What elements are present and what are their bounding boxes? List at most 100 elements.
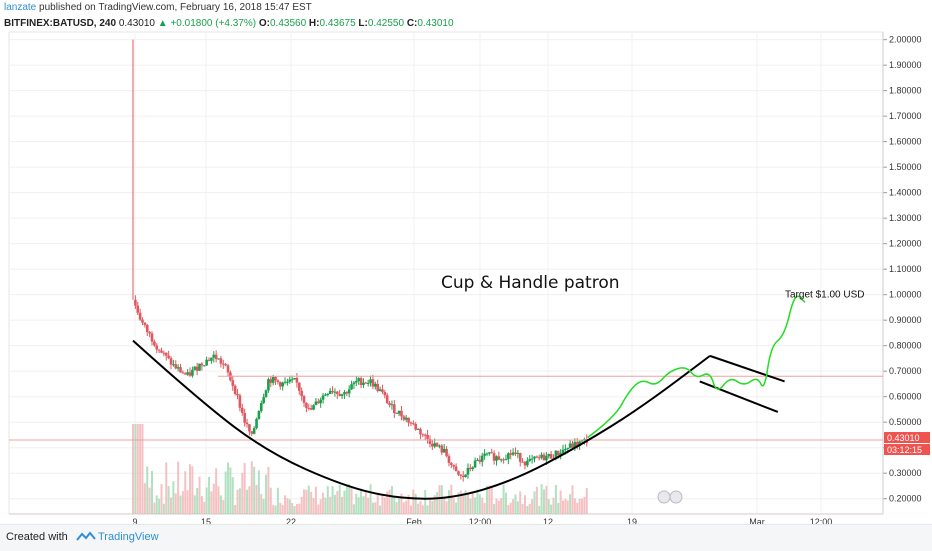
candle-body	[293, 377, 296, 380]
volume-bar	[431, 500, 434, 514]
price-chart[interactable]: 2.00000 1.90000 1.80000 1.70000 1.60000 1.500…	[0, 30, 932, 524]
candle-body	[340, 394, 344, 396]
volume-bar	[381, 494, 384, 514]
volume-bar	[566, 500, 569, 514]
candle-body	[378, 389, 382, 391]
candle-body	[564, 448, 567, 450]
volume-bar	[509, 502, 512, 514]
volume-bar	[478, 494, 481, 514]
volume-bar	[379, 505, 382, 514]
volume-bar	[326, 486, 329, 514]
tradingview-logo-icon[interactable]	[76, 531, 96, 543]
candle-body	[545, 456, 548, 461]
candle-body	[385, 395, 389, 404]
volume-bar	[222, 500, 225, 514]
candle-body	[497, 456, 501, 460]
volume-bar	[583, 496, 586, 514]
volume-bar	[512, 499, 515, 514]
volume-bar	[578, 498, 581, 514]
volume-bar	[550, 504, 553, 514]
volume-bar	[428, 499, 431, 514]
volume-bar	[324, 497, 327, 514]
symbol-ohlc-line: BITFINEX:BATUSD, 240 0.43010 ▲ +0.01800 …	[4, 18, 454, 29]
volume-bar	[241, 472, 244, 514]
candle-body	[521, 461, 524, 463]
candle-body	[426, 434, 429, 439]
volume-bar	[490, 486, 493, 514]
volume-bar	[438, 485, 441, 514]
candle-body	[269, 379, 273, 383]
volume-bar	[139, 424, 142, 514]
volume-bar	[134, 424, 137, 514]
candle-body	[400, 410, 403, 417]
volume-bar	[250, 461, 253, 514]
volume-bar	[355, 493, 358, 514]
candle-body	[305, 402, 308, 408]
candle-body	[504, 459, 508, 461]
candle-body	[141, 319, 144, 323]
volume-bar	[409, 505, 412, 514]
candle-body	[214, 354, 218, 360]
candle-body	[488, 452, 491, 454]
candle-body	[297, 382, 301, 391]
candle-body	[314, 401, 318, 406]
y-tick-label: 1.00000	[889, 290, 922, 300]
volume-bar	[243, 462, 246, 514]
candle-body	[224, 364, 227, 366]
x-tick-label: 12:00	[810, 517, 833, 524]
volume-bar	[457, 492, 460, 514]
candle-body	[364, 382, 368, 384]
candle-body	[307, 407, 311, 409]
volume-bar	[502, 484, 505, 514]
volume-bar	[272, 505, 275, 514]
price-tag-bg	[884, 432, 930, 444]
volume-bar	[200, 495, 203, 514]
candle-body	[202, 365, 206, 367]
candle-body	[523, 461, 527, 466]
volume-bar	[504, 492, 507, 514]
volume-bar	[500, 498, 503, 514]
candle-body	[176, 367, 180, 369]
author-link[interactable]: lanzate	[4, 2, 37, 13]
volume-bar	[274, 505, 277, 514]
close-value: 0.43010	[417, 18, 454, 29]
candle-body	[580, 440, 584, 442]
candle-body	[278, 382, 282, 387]
candle-body	[371, 379, 375, 387]
candle-body	[530, 458, 534, 460]
volume-bar	[569, 494, 572, 514]
volume-bar	[374, 502, 377, 514]
volume-bar	[357, 497, 360, 514]
candle-body	[423, 434, 427, 436]
event-flag-icon	[669, 490, 683, 504]
candle-body	[345, 392, 349, 394]
volume-bar	[196, 487, 199, 514]
volume-bar	[564, 498, 567, 514]
candle-body	[395, 413, 398, 415]
volume-bar	[331, 486, 334, 514]
candle-body	[388, 403, 391, 405]
candle-body	[454, 466, 458, 472]
volume-bar	[402, 502, 405, 514]
candle-body	[302, 396, 306, 403]
volume-bar	[291, 502, 294, 514]
candle-body	[435, 443, 439, 447]
volume-bar	[165, 462, 168, 514]
candle-body	[499, 459, 503, 461]
candle-body	[509, 453, 513, 455]
volume-bar	[181, 491, 184, 514]
volume-bar	[189, 464, 192, 514]
last-price: 0.43010	[118, 18, 155, 29]
volume-bar	[531, 499, 534, 514]
y-tick-label: 1.60000	[889, 137, 922, 147]
x-tick-label: 9	[132, 517, 137, 524]
candle-body	[369, 379, 372, 383]
volume-bar	[383, 497, 386, 514]
volume-bar	[184, 471, 187, 514]
tradingview-brand[interactable]: TradingView	[98, 531, 159, 543]
volume-bar	[545, 485, 548, 514]
volume-bar	[160, 484, 163, 514]
symbol-label[interactable]: BITFINEX:BATUSD, 240	[4, 18, 117, 29]
volume-bar	[151, 470, 154, 514]
volume-bar	[557, 502, 560, 514]
